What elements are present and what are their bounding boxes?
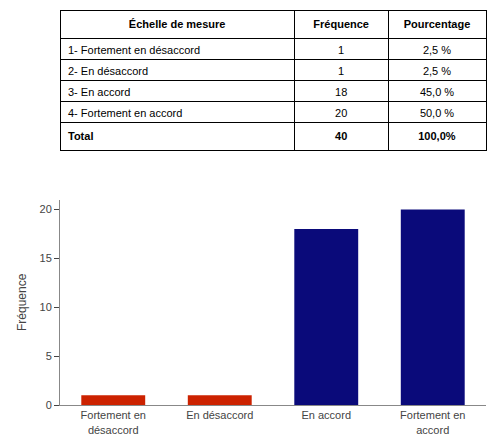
svg-text:2- En désaccord: 2- En désaccord — [68, 65, 148, 77]
svg-text:Fréquence: Fréquence — [15, 273, 29, 331]
svg-text:10: 10 — [40, 301, 52, 313]
svg-text:1- Fortement en désaccord: 1- Fortement en désaccord — [68, 44, 200, 56]
svg-text:Pourcentage: Pourcentage — [404, 18, 471, 30]
svg-text:Total: Total — [68, 130, 93, 142]
svg-text:5: 5 — [46, 350, 52, 362]
svg-text:1: 1 — [338, 44, 344, 56]
svg-text:50,0 %: 50,0 % — [420, 107, 454, 119]
svg-text:Échelle de mesure: Échelle de mesure — [129, 18, 226, 30]
svg-text:2,5 %: 2,5 % — [423, 44, 451, 56]
svg-text:20: 20 — [335, 107, 347, 119]
svg-text:En désaccord: En désaccord — [186, 409, 253, 421]
svg-text:Fortement endésaccord: Fortement endésaccord — [81, 409, 146, 435]
svg-text:40: 40 — [335, 130, 347, 142]
svg-text:20: 20 — [40, 203, 52, 215]
svg-text:3- En accord: 3- En accord — [68, 86, 130, 98]
svg-text:0: 0 — [46, 399, 52, 411]
svg-text:100,0%: 100,0% — [418, 130, 456, 142]
svg-text:2,5 %: 2,5 % — [423, 65, 451, 77]
svg-text:18: 18 — [335, 86, 347, 98]
svg-text:Fortement enaccord: Fortement enaccord — [400, 409, 465, 435]
svg-text:15: 15 — [40, 252, 52, 264]
svg-text:1: 1 — [338, 65, 344, 77]
svg-text:En accord: En accord — [301, 409, 351, 421]
svg-text:Fréquence: Fréquence — [313, 18, 369, 30]
svg-text:45,0 %: 45,0 % — [420, 86, 454, 98]
svg-text:4- Fortement en accord: 4- Fortement en accord — [68, 107, 182, 119]
